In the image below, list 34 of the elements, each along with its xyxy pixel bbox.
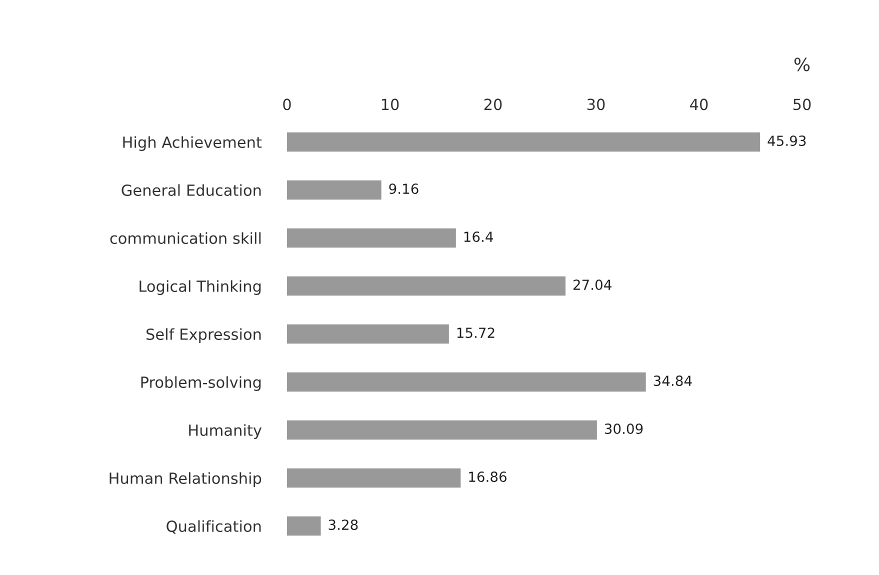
bar	[287, 372, 646, 392]
x-tick-label: 30	[587, 98, 605, 110]
x-tick-label: 40	[690, 98, 708, 110]
data-label: 45.93	[768, 136, 806, 146]
x-tick-label: 20	[484, 98, 502, 110]
data-label: 16.4	[464, 232, 494, 242]
y-tick-label: Qualification	[166, 520, 261, 534]
data-label: 27.04	[573, 280, 612, 290]
bar	[287, 180, 382, 200]
data-label: 34.84	[654, 376, 692, 386]
y-tick-label: Humanity	[189, 424, 262, 439]
x-tick-label: 0	[283, 98, 291, 110]
y-tick-label: communication skill	[110, 232, 261, 244]
x-axis-title: %	[794, 58, 810, 72]
bar	[287, 324, 449, 344]
y-tick-label: Human Relationship	[110, 472, 262, 487]
y-tick-label: General Education	[122, 184, 261, 196]
bar	[287, 516, 321, 536]
y-tick-label: Problem-solving	[141, 376, 261, 391]
bar	[287, 228, 456, 248]
data-label: 30.09	[604, 424, 643, 434]
bar	[287, 276, 566, 296]
data-label: 9.16	[389, 184, 418, 194]
bar	[287, 420, 597, 440]
y-tick-label: Self Expression	[146, 328, 261, 343]
x-tick-label: 10	[382, 98, 399, 110]
data-label: 3.28	[328, 520, 358, 530]
x-tick-label: 50	[793, 98, 811, 110]
bar	[287, 468, 461, 488]
bar	[287, 132, 760, 152]
data-label: 15.72	[457, 328, 494, 338]
y-tick-label: Logical Thinking	[140, 280, 261, 295]
data-label: 16.86	[469, 472, 506, 482]
y-tick-label: High Achievement	[123, 136, 262, 151]
